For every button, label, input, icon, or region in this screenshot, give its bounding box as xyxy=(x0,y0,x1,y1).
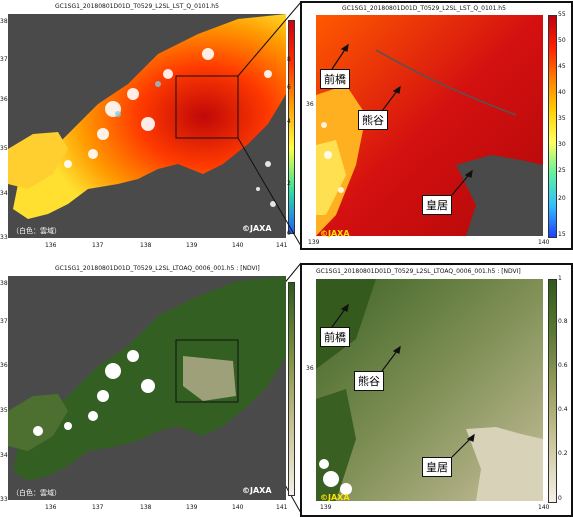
ndvi-zoom-ytick: 36 xyxy=(306,365,314,372)
ndvi-overview-xtick: 141 xyxy=(276,504,288,511)
jaxa-copyright: ©JAXA xyxy=(242,224,272,233)
lst-overview-cbar-tick: 8 xyxy=(287,56,291,63)
lst-overview-xtick: 138 xyxy=(140,242,152,249)
lst-overview-xtick: 140 xyxy=(232,242,244,249)
ndvi-zoom-cbar-tick: 0.4 xyxy=(558,406,568,413)
lst-overview-ytick: 38 xyxy=(0,18,8,25)
cloud-legend: （白色：雲域） xyxy=(12,489,61,497)
lst-overview-cbar-tick: 0 xyxy=(287,230,291,237)
lst-zoom-cbar-tick: 30 xyxy=(558,141,566,148)
ndvi-zoom-cbar-tick: 0.2 xyxy=(558,450,568,457)
lst-zoom-cbar-tick: 35 xyxy=(558,115,566,122)
label-arrows xyxy=(331,43,473,196)
ndvi-overview-ytick: 38 xyxy=(0,280,8,287)
lst-zoom-ytick: 36 xyxy=(306,101,314,108)
lst-overview-colorbar xyxy=(288,20,295,234)
ndvi-overview-ytick: 34 xyxy=(0,452,8,459)
lst-overview-ytick: 36 xyxy=(0,96,8,103)
cloud-legend: （白色：雲域） xyxy=(12,227,61,235)
label-maebashi: 前橋 xyxy=(320,327,350,347)
lst-zoom-cbar-tick: 55 xyxy=(558,11,566,18)
lst-overview-ytick: 34 xyxy=(0,190,8,197)
lst-overview-ytick: 37 xyxy=(0,56,8,63)
ndvi-zoom-cbar-tick: 0.6 xyxy=(558,362,568,369)
jaxa-copyright: ©JAXA xyxy=(320,229,350,238)
lst-overview-xtick: 137 xyxy=(92,242,104,249)
ndvi-overview-xtick: 136 xyxy=(45,504,57,511)
ndvi-overview-colorbar xyxy=(288,282,295,496)
lst-overview-xtick: 136 xyxy=(45,242,57,249)
lst-overview-cbar-tick: 6 xyxy=(287,84,291,91)
lst-overview-ytick: 35 xyxy=(0,145,8,152)
lst-zoom-cbar-tick: 25 xyxy=(558,167,566,174)
lst-overview-title: GC1SG1_20180801D01D_T0529_L2SL_LST_Q_010… xyxy=(55,3,219,10)
ndvi-overview-xtick: 140 xyxy=(232,504,244,511)
ndvi-overview-xtick: 137 xyxy=(92,504,104,511)
lst-overview-map xyxy=(8,14,286,238)
ndvi-overview-title: GC1SG1_20180801D01D_T0529_L2SL_LTOAQ_000… xyxy=(55,265,260,272)
lst-zoom-panel: GC1SG1_20180801D01D_T0529_L2SL_LST_Q_010… xyxy=(300,1,573,250)
ndvi-zoom-xtick: 139 xyxy=(320,504,332,511)
ndvi-zoom-cbar-tick: 1 xyxy=(558,275,562,282)
ndvi-overview-image xyxy=(8,276,286,481)
ndvi-zoom-cbar-tick: 0.8 xyxy=(558,318,568,325)
lst-zoom-cbar-tick: 20 xyxy=(558,195,566,202)
lst-overview-ytick: 33 xyxy=(0,234,8,241)
lst-zoom-cbar-tick: 40 xyxy=(558,89,566,96)
ndvi-overview-xtick: 139 xyxy=(186,504,198,511)
lst-zoom-title: GC1SG1_20180801D01D_T0529_L2SL_LST_Q_010… xyxy=(342,5,506,12)
lst-overview-image xyxy=(8,14,286,219)
ndvi-zoom-colorbar xyxy=(548,279,557,503)
ndvi-overview-panel: GC1SG1_20180801D01D_T0529_L2SL_LTOAQ_000… xyxy=(0,262,296,517)
ndvi-overview-ytick: 36 xyxy=(0,362,8,369)
ndvi-zoom-cbar-tick: 0 xyxy=(558,495,562,502)
label-kokyo: 皇居 xyxy=(422,195,452,215)
jaxa-copyright: ©JAXA xyxy=(242,486,272,495)
ndvi-zoom-title: GC1SG1_20180801D01D_T0529_L2SL_LTOAQ_000… xyxy=(316,268,521,275)
label-kumagaya: 熊谷 xyxy=(358,110,388,130)
label-kokyo: 皇居 xyxy=(422,457,452,477)
lst-overview-cbar-tick: 2 xyxy=(287,180,291,187)
ndvi-overview-ytick: 37 xyxy=(0,318,8,325)
jaxa-copyright: ©JAXA xyxy=(320,493,350,502)
lst-zoom-colorbar xyxy=(548,15,557,238)
ndvi-overview-xtick: 138 xyxy=(140,504,152,511)
label-maebashi: 前橋 xyxy=(320,69,350,89)
lst-overview-xtick: 139 xyxy=(186,242,198,249)
lst-overview-xtick: 141 xyxy=(276,242,288,249)
lst-zoom-cbar-tick: 15 xyxy=(558,231,566,238)
label-arrows xyxy=(331,303,475,458)
lst-zoom-cbar-tick: 50 xyxy=(558,37,566,44)
lst-zoom-xtick: 140 xyxy=(538,239,550,246)
ndvi-overview-ytick: 35 xyxy=(0,407,8,414)
ndvi-zoom-panel: GC1SG1_20180801D01D_T0529_L2SL_LTOAQ_000… xyxy=(300,263,573,517)
ndvi-overview-map xyxy=(8,276,286,500)
lst-zoom-xtick: 139 xyxy=(308,239,320,246)
lst-zoom-cbar-tick: 45 xyxy=(558,63,566,70)
lst-overview-panel: GC1SG1_20180801D01D_T0529_L2SL_LST_Q_010… xyxy=(0,0,296,255)
ndvi-zoom-xtick: 140 xyxy=(538,504,550,511)
ndvi-overview-ytick: 33 xyxy=(0,496,8,503)
label-kumagaya: 熊谷 xyxy=(354,371,384,391)
lst-overview-cbar-tick: 4 xyxy=(287,118,291,125)
